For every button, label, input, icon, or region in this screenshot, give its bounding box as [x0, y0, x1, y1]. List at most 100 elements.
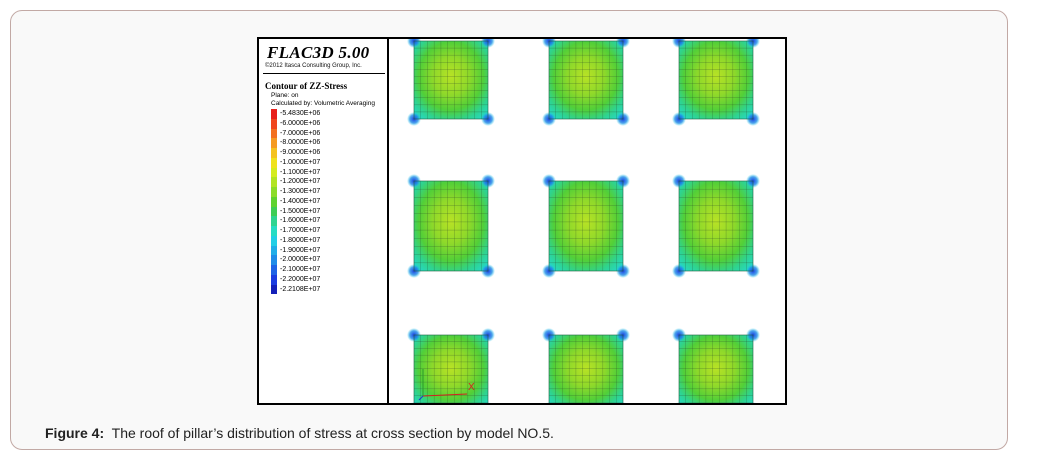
color-scale: -5.4830E+06 -6.0000E+06 -7.0000E+06 -8.0000… — [271, 109, 321, 295]
legend-divider — [263, 73, 385, 74]
caption-label: Figure 4: — [45, 425, 105, 441]
legend-row: -5.4830E+06 — [271, 109, 320, 119]
legend-value: -1.0000E+07 — [280, 158, 321, 166]
z-axis-line — [418, 395, 424, 401]
legend-value: -1.9000E+07 — [280, 246, 321, 254]
pillar-fill — [414, 41, 488, 119]
pillar-outline — [413, 40, 489, 120]
pillar-outline — [678, 40, 754, 120]
legend-value: -6.0000E+06 — [280, 119, 321, 127]
legend-row: -1.7000E+07 — [271, 226, 320, 236]
pillar-fill — [549, 181, 623, 271]
legend-row: -1.8000E+07 — [271, 235, 321, 246]
pillar-fill — [679, 335, 753, 403]
legend-swatch — [271, 138, 277, 148]
figure-frame: FLAC3D 5.00 ©2012 Itasca Consulting Grou… — [10, 10, 1008, 450]
legend-row: -6.0000E+06 — [271, 118, 321, 129]
pillar-grid-svg: X — [407, 39, 760, 403]
x-axis-label: X — [468, 382, 475, 393]
pillar-contour — [407, 174, 495, 278]
legend-row: -1.3000E+07 — [271, 187, 320, 197]
legend-swatch — [271, 284, 277, 295]
pillar-contour — [542, 39, 630, 126]
legend-value: -2.2000E+07 — [280, 275, 321, 283]
legend-value: -1.8000E+07 — [280, 236, 321, 244]
pillar-outline — [548, 180, 624, 272]
axis-triad: X — [418, 369, 475, 401]
caption-text: The roof of pillar’s distribution of str… — [111, 425, 554, 441]
legend-value: -2.2108E+07 — [280, 285, 321, 293]
pillar-fill — [549, 41, 623, 119]
legend-value: -7.0000E+06 — [280, 129, 321, 137]
legend-value: -5.4830E+06 — [280, 110, 321, 117]
legend-value: -1.4000E+07 — [280, 197, 321, 205]
legend-swatch — [271, 265, 277, 275]
legend-value: -1.3000E+07 — [280, 188, 321, 195]
legend-swatch — [271, 128, 277, 139]
legend-row: -2.1000E+07 — [271, 265, 320, 275]
legend-row: -1.9000E+07 — [271, 245, 321, 256]
pillar-fill — [414, 335, 488, 403]
software-title: FLAC3D 5.00 — [267, 43, 370, 62]
pillar-fill — [679, 41, 753, 119]
legend-value: -9.0000E+06 — [280, 149, 321, 156]
legend-swatch — [271, 245, 277, 256]
legend-swatch — [271, 187, 277, 197]
flac3d-figure: FLAC3D 5.00 ©2012 Itasca Consulting Grou… — [257, 37, 787, 405]
legend-swatch — [271, 196, 277, 207]
legend-row: -1.2000E+07 — [271, 177, 320, 187]
pillar-outline — [413, 180, 489, 272]
legend-swatch — [271, 167, 277, 178]
legend-value: -2.1000E+07 — [280, 266, 321, 273]
legend-row: -9.0000E+06 — [271, 148, 320, 158]
copyright-text: ©2012 Itasca Consulting Group, Inc. — [265, 63, 362, 69]
legend-row: -1.4000E+07 — [271, 196, 321, 207]
legend-value: -2.0000E+07 — [280, 256, 321, 264]
pillar-outline — [548, 334, 624, 403]
pillar-contour — [672, 39, 760, 126]
x-axis-line — [422, 393, 468, 397]
legend-swatch — [271, 226, 277, 236]
pillar-fill — [549, 335, 623, 403]
pillar-contour — [407, 39, 495, 126]
legend-swatch — [271, 255, 277, 265]
legend-row: -7.0000E+06 — [271, 128, 321, 139]
legend-row: -1.1000E+07 — [271, 167, 321, 178]
pillar-contour — [542, 174, 630, 278]
stress-contour-plot: X — [389, 39, 785, 403]
legend-row: -1.0000E+07 — [271, 157, 321, 168]
calculated-by-text: Calculated by: Volumetric Averaging — [271, 100, 375, 107]
legend-panel: FLAC3D 5.00 ©2012 Itasca Consulting Grou… — [259, 39, 389, 403]
plane-text: Plane: on — [271, 92, 299, 99]
legend-swatch — [271, 157, 277, 168]
legend-swatch — [271, 148, 277, 158]
legend-value: -1.7000E+07 — [280, 227, 321, 234]
legend-row: -1.6000E+07 — [271, 216, 320, 226]
pillar-outline — [548, 40, 624, 120]
legend-value: -8.0000E+06 — [280, 139, 321, 147]
contour-title: Contour of ZZ-Stress — [265, 81, 348, 91]
legend-swatch — [271, 118, 277, 129]
legend-value: -1.6000E+07 — [280, 217, 321, 225]
legend-row: -8.0000E+06 — [271, 138, 320, 148]
pillar-outline — [678, 180, 754, 272]
legend-swatch — [271, 177, 277, 187]
legend-swatch — [271, 274, 277, 285]
figure-caption: Figure 4: The roof of pillar’s distribut… — [45, 425, 554, 441]
legend-swatch — [271, 216, 277, 226]
legend-swatch — [271, 206, 277, 217]
legend-value: -1.1000E+07 — [280, 168, 321, 176]
legend-row: -2.0000E+07 — [271, 255, 320, 265]
pillar-contour — [672, 174, 760, 278]
pillar-fill — [414, 181, 488, 271]
pillar-fill — [679, 181, 753, 271]
pillar-contour — [542, 328, 630, 403]
legend-value: -1.2000E+07 — [280, 178, 321, 186]
pillar-outline — [678, 334, 754, 403]
pillar-contour — [672, 328, 760, 403]
legend-row: -1.5000E+07 — [271, 206, 320, 217]
legend-swatch — [271, 109, 277, 119]
pillar-outline — [413, 334, 489, 403]
legend-row: -2.2108E+07 — [271, 284, 321, 295]
legend-row: -2.2000E+07 — [271, 274, 321, 285]
